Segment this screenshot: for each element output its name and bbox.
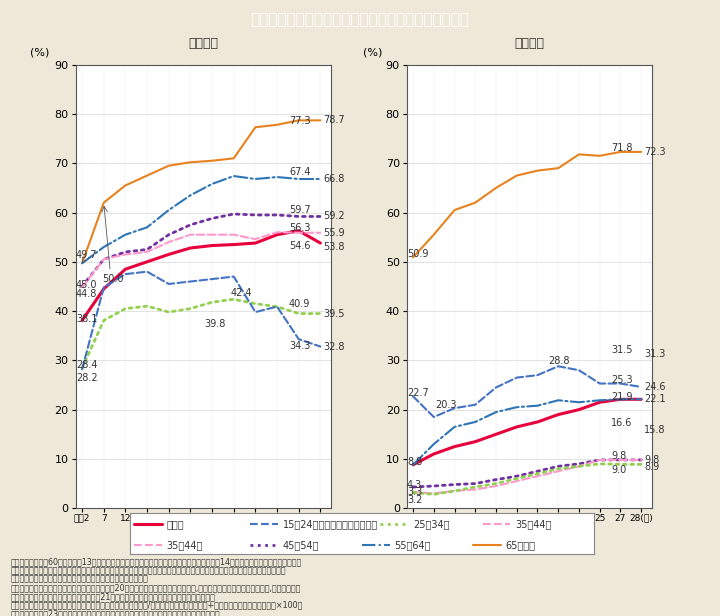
Text: 45.0: 45.0 xyxy=(76,280,97,290)
Text: ２．「非正規の職員・従業員」は，平成20年までは「パート・アルバイト」,「労働者派遣事業所の派遣社員」,「契約社員・: ２．「非正規の職員・従業員」は，平成20年までは「パート・アルバイト」,「労働者… xyxy=(11,583,301,593)
Text: 25～34歳: 25～34歳 xyxy=(413,519,449,529)
Text: 15～24歳（うち在学中を除く）: 15～24歳（うち在学中を除く） xyxy=(283,519,378,529)
Text: 42.4: 42.4 xyxy=(230,288,252,298)
Text: 54.6: 54.6 xyxy=(289,240,310,251)
Text: 28.4: 28.4 xyxy=(76,360,97,370)
Text: 49.7: 49.7 xyxy=(76,250,97,263)
Text: 4.3: 4.3 xyxy=(407,479,422,490)
Text: Ｉ－２－５図　年齢階級別非正規雇用者の割合の推移: Ｉ－２－５図 年齢階級別非正規雇用者の割合の推移 xyxy=(251,12,469,28)
Text: 45～54歳: 45～54歳 xyxy=(283,540,320,550)
Text: 56.3: 56.3 xyxy=(289,223,310,233)
Text: 21.9: 21.9 xyxy=(611,392,633,402)
Text: 嘱託」及び「その他」の合計，21年以降は，新たにこの項目を設けて集計した値。: 嘱託」及び「その他」の合計，21年以降は，新たにこの項目を設けて集計した値。 xyxy=(11,592,216,601)
Text: 22.1: 22.1 xyxy=(644,394,666,404)
Text: 年齢計: 年齢計 xyxy=(167,519,184,529)
Text: 72.3: 72.3 xyxy=(644,147,666,157)
Text: 20.3: 20.3 xyxy=(435,400,456,410)
Text: 28.8: 28.8 xyxy=(548,356,570,367)
Text: 31.3: 31.3 xyxy=(644,349,666,359)
Text: 9.8: 9.8 xyxy=(644,455,660,465)
Text: 9.8: 9.8 xyxy=(611,452,626,461)
Text: 38.1: 38.1 xyxy=(76,314,97,324)
Text: 25.3: 25.3 xyxy=(611,375,633,385)
Text: （備考）１．昭和60年から平成13年までは総務省「労働力調査特別調査」（各年２月）より，14年以降は総務省「労働力調査（詳: （備考）１．昭和60年から平成13年までは総務省「労働力調査特別調査」（各年２月… xyxy=(11,557,302,567)
Text: 39.8: 39.8 xyxy=(204,319,226,330)
Text: 53.8: 53.8 xyxy=(323,242,345,252)
Text: 15.8: 15.8 xyxy=(644,425,666,436)
Text: (%): (%) xyxy=(30,48,49,58)
Text: 16.6: 16.6 xyxy=(611,418,633,429)
Text: 31.5: 31.5 xyxy=(611,344,633,355)
Text: 22.7: 22.7 xyxy=(407,388,428,399)
Text: 50.0: 50.0 xyxy=(102,274,124,284)
Text: (%): (%) xyxy=(363,48,382,58)
Text: 34.3: 34.3 xyxy=(289,341,310,351)
Text: 50.9: 50.9 xyxy=(407,249,428,259)
Text: が相違することから，時系列比較には注意を要する。: が相違することから，時系列比較には注意を要する。 xyxy=(11,575,148,584)
Text: 55～64歳: 55～64歳 xyxy=(395,540,431,550)
Text: 66.8: 66.8 xyxy=(323,174,345,184)
Text: 9.0: 9.0 xyxy=(611,464,626,475)
Text: 77.3: 77.3 xyxy=(289,116,310,126)
Text: 55.9: 55.9 xyxy=(323,228,346,238)
Text: 39.5: 39.5 xyxy=(323,309,345,318)
Text: 65歳以上: 65歳以上 xyxy=(505,540,536,550)
Text: 3.2: 3.2 xyxy=(407,495,423,505)
Text: 35～44歳: 35～44歳 xyxy=(515,519,552,529)
Text: 28.2: 28.2 xyxy=(76,373,97,383)
Text: 67.4: 67.4 xyxy=(289,166,310,177)
Text: 3.3: 3.3 xyxy=(407,487,422,497)
Text: 59.7: 59.7 xyxy=(289,205,310,215)
Text: ＜女性＞: ＜女性＞ xyxy=(189,37,218,50)
Text: 8.9: 8.9 xyxy=(644,462,660,472)
Text: 44.8: 44.8 xyxy=(76,289,97,299)
Text: 40.9: 40.9 xyxy=(289,299,310,309)
Text: ＜男性＞: ＜男性＞ xyxy=(514,37,544,50)
Text: ４．平成23年値は，岩手県，宮城県及び福島県について総務省が補完的に推定した値。: ４．平成23年値は，岩手県，宮城県及び福島県について総務省が補完的に推定した値。 xyxy=(11,609,220,616)
Text: ３．非正規雇用者の割合は，「非正規の職員・従業員」/（「正規の職員・従業員」+「非正規の職員・従業員」）×100。: ３．非正規雇用者の割合は，「非正規の職員・従業員」/（「正規の職員・従業員」+「… xyxy=(11,601,303,610)
Text: 32.8: 32.8 xyxy=(323,341,345,352)
Text: 24.6: 24.6 xyxy=(644,382,666,392)
Text: 59.2: 59.2 xyxy=(323,211,346,222)
Text: 細集計）」（年平均）より作成。「労働力調査特別調査」と「労働力調査（詳細集計）」とでは，調査方法，調査月等: 細集計）」（年平均）より作成。「労働力調査特別調査」と「労働力調査（詳細集計）」… xyxy=(11,566,287,575)
Text: 71.8: 71.8 xyxy=(611,144,633,153)
Text: 78.7: 78.7 xyxy=(323,115,346,126)
Text: 35～44歳: 35～44歳 xyxy=(167,540,203,550)
Text: 8.8: 8.8 xyxy=(407,457,422,468)
